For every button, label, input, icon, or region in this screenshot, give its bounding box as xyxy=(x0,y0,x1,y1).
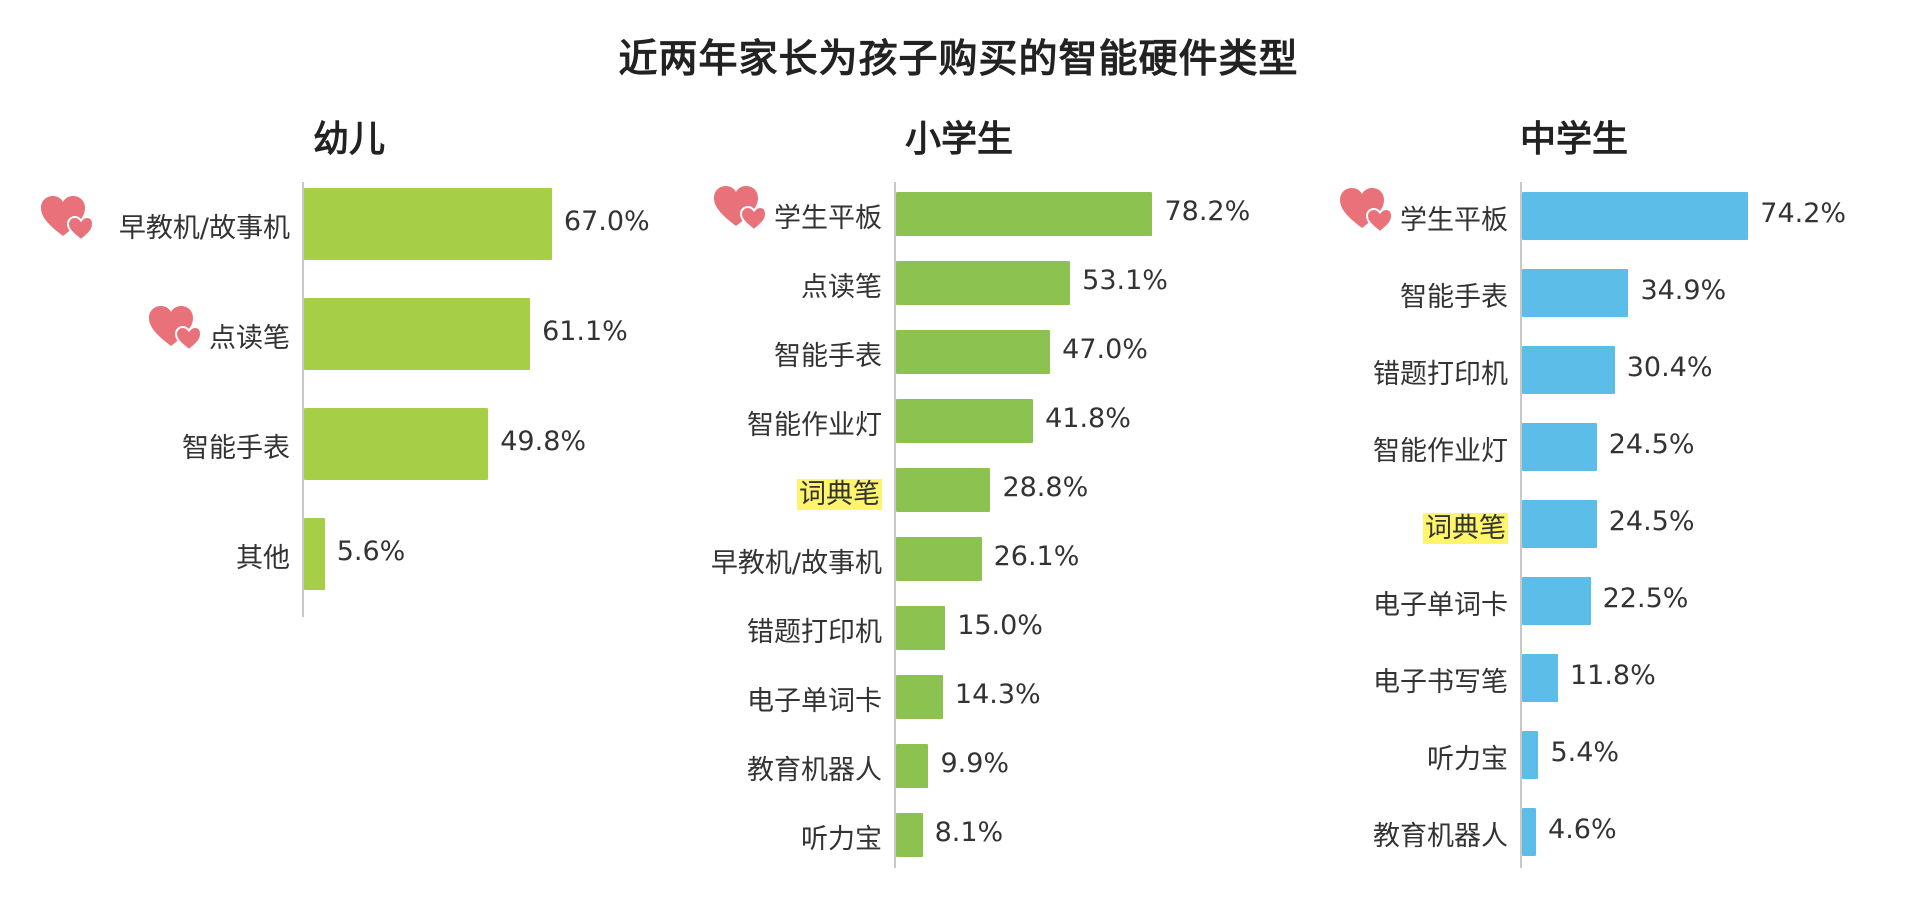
data-label: 30.4% xyxy=(1626,352,1713,383)
heart-icon xyxy=(149,306,203,354)
data-label: 15.0% xyxy=(957,610,1043,641)
bar xyxy=(896,261,1071,305)
data-label: 24.5% xyxy=(1608,429,1695,460)
data-label: 53.1% xyxy=(1082,265,1168,296)
bar xyxy=(896,399,1034,443)
data-label: 9.9% xyxy=(940,748,1010,779)
bar xyxy=(896,813,923,857)
data-label: 4.6% xyxy=(1548,814,1617,845)
category-label: 点读笔 xyxy=(801,272,882,303)
bar xyxy=(896,468,991,512)
category-axis xyxy=(894,182,896,868)
bar xyxy=(1522,731,1539,779)
data-label: 22.5% xyxy=(1602,583,1689,614)
bar xyxy=(1522,500,1597,548)
data-label: 74.2% xyxy=(1760,198,1847,229)
category-label: 智能手表 xyxy=(1400,282,1508,313)
data-label: 61.1% xyxy=(542,316,628,347)
panel-title: 中学生 xyxy=(1520,119,1629,160)
bar xyxy=(304,518,325,590)
category-label: 早教机/故事机 xyxy=(710,548,882,579)
data-label: 5.6% xyxy=(336,536,406,567)
panel-title: 幼儿 xyxy=(313,119,386,160)
data-label: 78.2% xyxy=(1164,196,1251,227)
category-label: 电子书写笔 xyxy=(1373,667,1508,698)
bar xyxy=(1522,192,1749,240)
category-label: 教育机器人 xyxy=(1373,821,1508,852)
category-label: 智能手表 xyxy=(182,433,290,464)
category-label: 词典笔 xyxy=(797,479,882,510)
category-label: 早教机/故事机 xyxy=(118,213,290,244)
category-label: 听力宝 xyxy=(1427,744,1508,775)
bar xyxy=(896,675,943,719)
data-label: 34.9% xyxy=(1640,275,1727,306)
bar xyxy=(304,298,531,370)
bar xyxy=(1522,654,1558,702)
bar xyxy=(1522,808,1537,856)
chart-title: 近两年家长为孩子购买的智能硬件类型 xyxy=(618,37,1299,82)
bar xyxy=(1522,423,1597,471)
category-label: 点读笔 xyxy=(209,323,290,354)
category-label: 电子单词卡 xyxy=(1373,590,1508,621)
category-label: 词典笔 xyxy=(1423,513,1508,544)
bar xyxy=(304,408,489,480)
category-label: 智能作业灯 xyxy=(747,410,882,441)
bar xyxy=(304,188,552,260)
bar xyxy=(896,744,929,788)
category-axis xyxy=(1520,182,1522,868)
data-label: 49.8% xyxy=(500,426,587,457)
bar xyxy=(896,606,946,650)
bar xyxy=(1522,269,1629,317)
category-label: 听力宝 xyxy=(801,824,882,855)
data-label: 41.8% xyxy=(1045,403,1131,434)
data-label: 8.1% xyxy=(934,817,1004,848)
bar xyxy=(1522,346,1615,394)
category-label: 智能作业灯 xyxy=(1373,436,1508,467)
data-label: 67.0% xyxy=(563,206,650,237)
category-label: 其他 xyxy=(236,543,290,574)
bar xyxy=(896,330,1051,374)
data-label: 11.8% xyxy=(1569,660,1656,691)
category-axis xyxy=(302,182,304,617)
bar xyxy=(1522,577,1591,625)
data-label: 24.5% xyxy=(1608,506,1695,537)
data-label: 28.8% xyxy=(1002,472,1089,503)
category-label: 电子单词卡 xyxy=(747,686,882,717)
panel-title: 小学生 xyxy=(905,119,1014,160)
data-label: 47.0% xyxy=(1062,334,1148,365)
bar xyxy=(896,537,982,581)
category-label: 学生平板 xyxy=(1400,205,1508,236)
bar xyxy=(896,192,1153,236)
category-label: 教育机器人 xyxy=(747,755,882,786)
heart-icon xyxy=(1340,188,1394,236)
data-label: 5.4% xyxy=(1550,737,1620,768)
data-label: 14.3% xyxy=(954,679,1041,710)
category-label: 错题打印机 xyxy=(1373,359,1508,390)
data-label: 26.1% xyxy=(993,541,1080,572)
category-label: 智能手表 xyxy=(774,341,882,372)
category-label: 错题打印机 xyxy=(747,617,882,648)
category-label: 学生平板 xyxy=(774,203,882,234)
